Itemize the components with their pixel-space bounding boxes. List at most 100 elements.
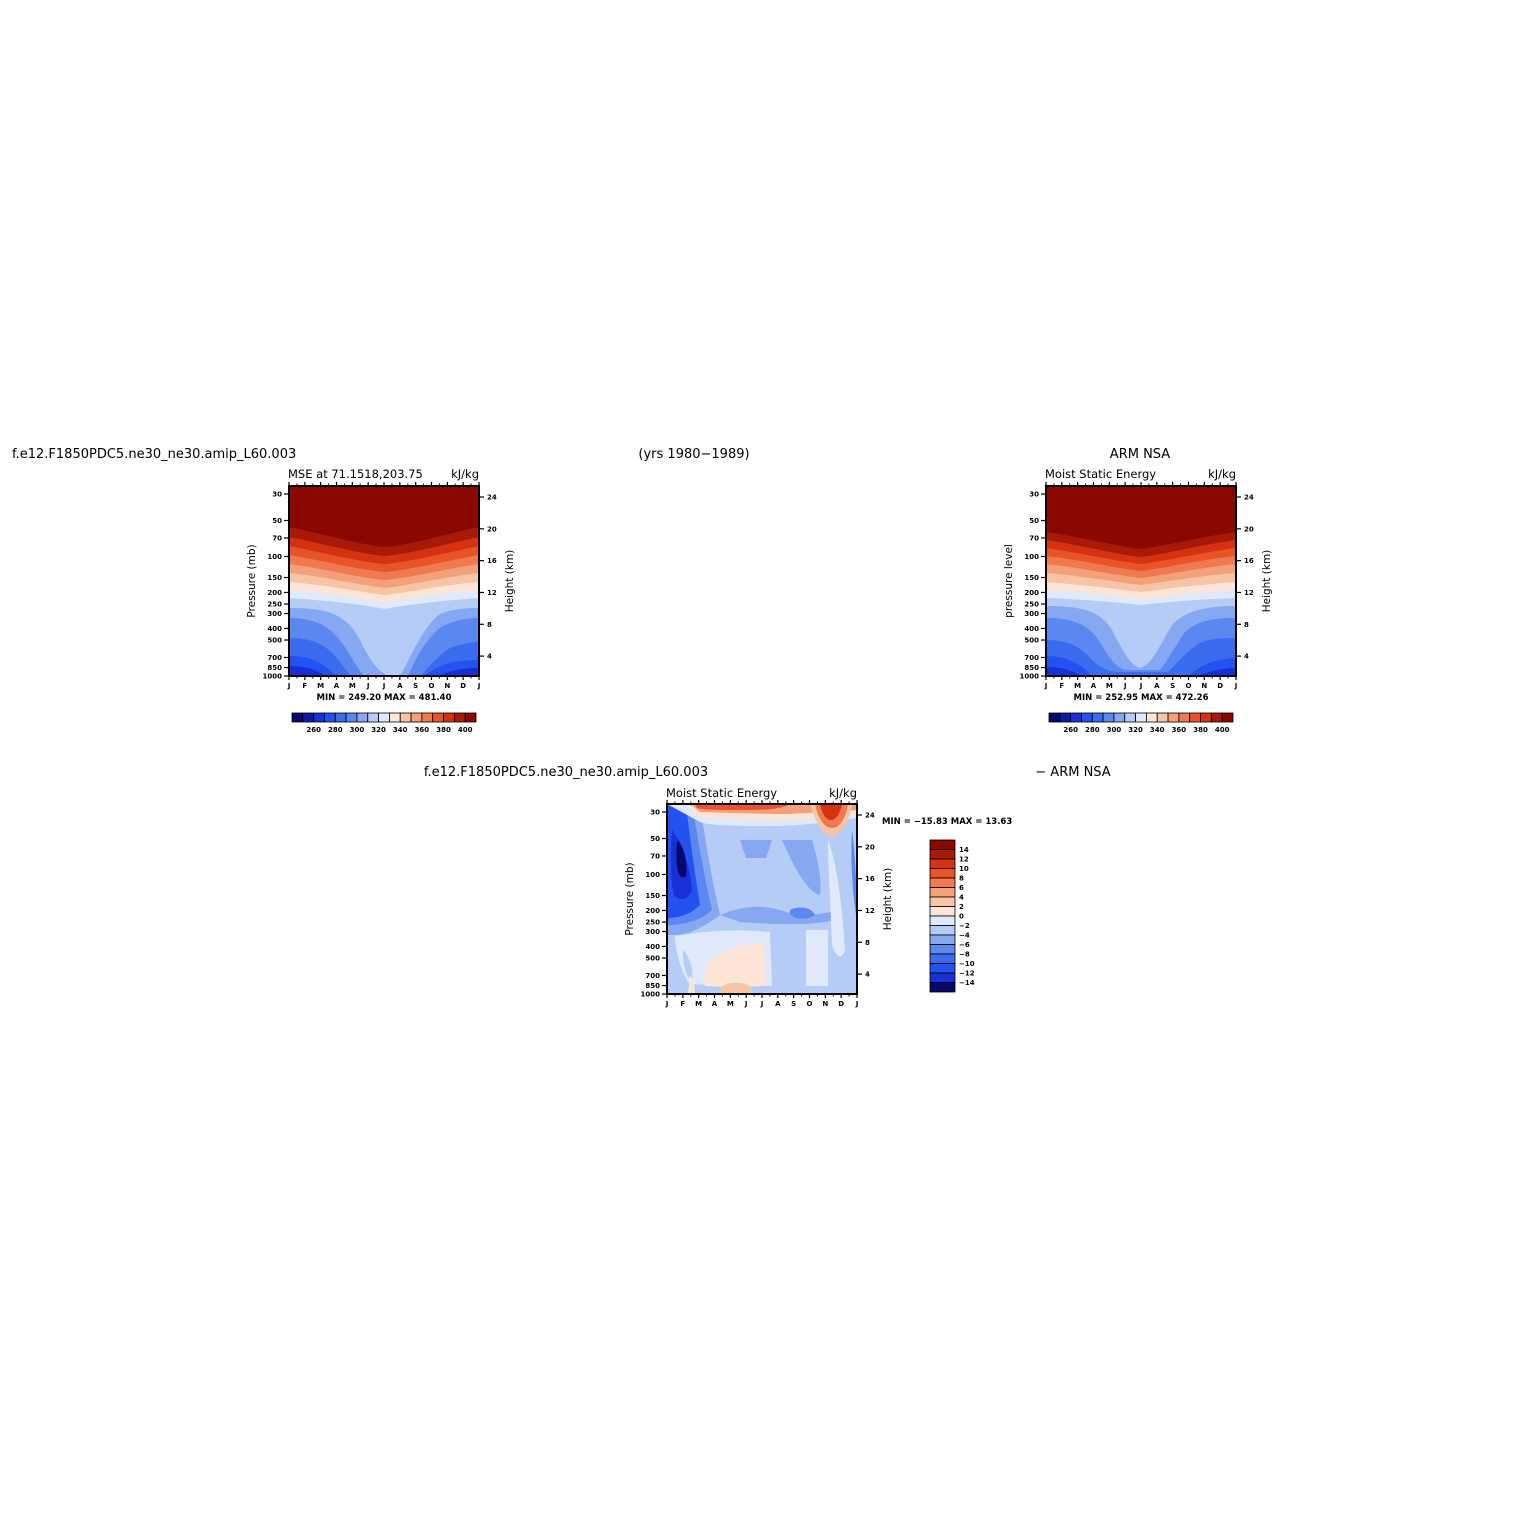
- pressure-tick-label: 300: [645, 928, 660, 936]
- model-subtitle: MSE at 71.1518,203.75: [288, 467, 423, 481]
- colorbar-swatch: [1146, 712, 1158, 723]
- colorbar-label: 340: [1150, 726, 1165, 734]
- colorbar-swatch: [1200, 712, 1212, 723]
- x-tick-label: O: [1186, 682, 1192, 690]
- diff-contour-band: [740, 840, 772, 858]
- x-tick-label: S: [791, 1000, 796, 1008]
- pressure-tick-label: 400: [267, 625, 282, 633]
- x-tick-label: A: [1154, 682, 1160, 690]
- pressure-tick-label: 250: [267, 601, 282, 609]
- colorbar-label: −10: [959, 960, 975, 968]
- x-tick-label: N: [1201, 682, 1207, 690]
- x-tick-label: J: [1234, 682, 1238, 690]
- height-tick-label: 4: [487, 653, 492, 661]
- pressure-tick-label: 30: [272, 491, 282, 499]
- pressure-tick-label: 30: [650, 809, 660, 817]
- pressure-tick-label: 150: [645, 892, 660, 900]
- pressure-tick-label: 70: [1029, 534, 1039, 542]
- x-tick-label: J: [366, 682, 370, 690]
- right-obs-title: ARM NSA: [1110, 447, 1170, 462]
- colorbar-swatch: [410, 712, 423, 723]
- x-tick-label: N: [444, 682, 450, 690]
- x-tick-label: M: [727, 1000, 734, 1008]
- colorbar-swatch: [929, 915, 956, 926]
- diff-ylabel-right: Height (km): [882, 868, 894, 931]
- x-tick-label: M: [1106, 682, 1113, 690]
- pressure-tick-label: 300: [1024, 610, 1039, 618]
- colorbar-swatch: [929, 982, 956, 993]
- height-tick-label: 12: [865, 907, 875, 915]
- x-tick-label: A: [712, 1000, 718, 1008]
- height-tick-label: 12: [487, 589, 497, 597]
- colorbar-swatch: [389, 712, 401, 723]
- x-tick-label: A: [775, 1000, 781, 1008]
- colorbar-swatch: [302, 712, 315, 723]
- colorbar-swatch: [1102, 712, 1115, 723]
- pressure-tick-label: 300: [267, 610, 282, 618]
- colorbar-label: −6: [959, 941, 970, 949]
- colorbar-swatch: [313, 712, 325, 723]
- colorbar-label: 380: [436, 726, 451, 734]
- colorbar-label: 400: [1215, 726, 1230, 734]
- x-tick-label: M: [349, 682, 356, 690]
- pressure-tick-label: 100: [267, 553, 282, 561]
- model-minmax: MIN = 249.20 MAX = 481.40: [317, 693, 452, 703]
- colorbar-label: 280: [328, 726, 343, 734]
- colorbar-label: 360: [1172, 726, 1187, 734]
- x-tick-label: J: [665, 1000, 669, 1008]
- colorbar-swatch: [334, 712, 347, 723]
- colorbar-swatch: [929, 858, 956, 869]
- colorbar-label: 340: [393, 726, 408, 734]
- diff-contour-band: [851, 830, 857, 920]
- colorbar-swatch: [929, 925, 956, 936]
- x-tick-label: F: [680, 1000, 685, 1008]
- colorbar-swatch: [929, 868, 956, 879]
- pressure-tick-label: 850: [267, 664, 282, 672]
- colorbar-swatch: [929, 877, 956, 888]
- colorbar-label: 2: [959, 903, 964, 911]
- colorbar-swatch: [929, 839, 956, 850]
- pressure-tick-label: 100: [645, 871, 660, 879]
- height-tick-label: 8: [1244, 621, 1249, 629]
- colorbar-swatch: [432, 712, 444, 723]
- colorbar-swatch: [929, 887, 956, 898]
- colorbar-swatch: [464, 712, 477, 723]
- x-tick-label: J: [1139, 682, 1143, 690]
- obs-contour-band: [1046, 638, 1236, 676]
- pressure-tick-label: 400: [645, 943, 660, 951]
- model-colorbar: 260 280 300 320 340 360 380 400: [291, 712, 477, 734]
- colorbar-swatch: [929, 944, 956, 955]
- colorbar-swatch: [1070, 712, 1082, 723]
- diff-contour-band: [705, 943, 766, 987]
- colorbar-label: −12: [959, 970, 975, 978]
- colorbar-label: 260: [1063, 726, 1078, 734]
- height-tick-label: 8: [487, 621, 492, 629]
- colorbar-label: 280: [1085, 726, 1100, 734]
- height-tick-label: 8: [865, 939, 870, 947]
- colorbar-swatch: [291, 712, 304, 723]
- colorbar-swatch: [1221, 712, 1234, 723]
- diff-contour-band: [790, 907, 815, 919]
- model-ylabel: Pressure (mb): [246, 544, 258, 617]
- pressure-tick-label: 700: [645, 972, 660, 980]
- pressure-tick-label: 250: [645, 919, 660, 927]
- pressure-tick-label: 850: [1024, 664, 1039, 672]
- x-tick-label: J: [744, 1000, 748, 1008]
- height-tick-label: 16: [865, 875, 875, 883]
- x-tick-label: J: [477, 682, 481, 690]
- model-contour-band: [289, 656, 479, 676]
- pressure-tick-label: 70: [650, 852, 660, 860]
- pressure-tick-label: 100: [1024, 553, 1039, 561]
- colorbar-swatch: [1113, 712, 1126, 723]
- colorbar-swatch: [1135, 712, 1147, 723]
- x-tick-label: O: [807, 1000, 813, 1008]
- obs-minmax: MIN = 252.95 MAX = 472.26: [1074, 693, 1209, 703]
- x-tick-label: O: [429, 682, 435, 690]
- diff-obs-title: − ARM NSA: [1035, 765, 1111, 780]
- obs-ylabel-right: Height (km): [1261, 550, 1273, 613]
- colorbar-swatch: [1059, 712, 1072, 723]
- diff-panel: Moist Static Energy kJ/kg: [624, 786, 1012, 1008]
